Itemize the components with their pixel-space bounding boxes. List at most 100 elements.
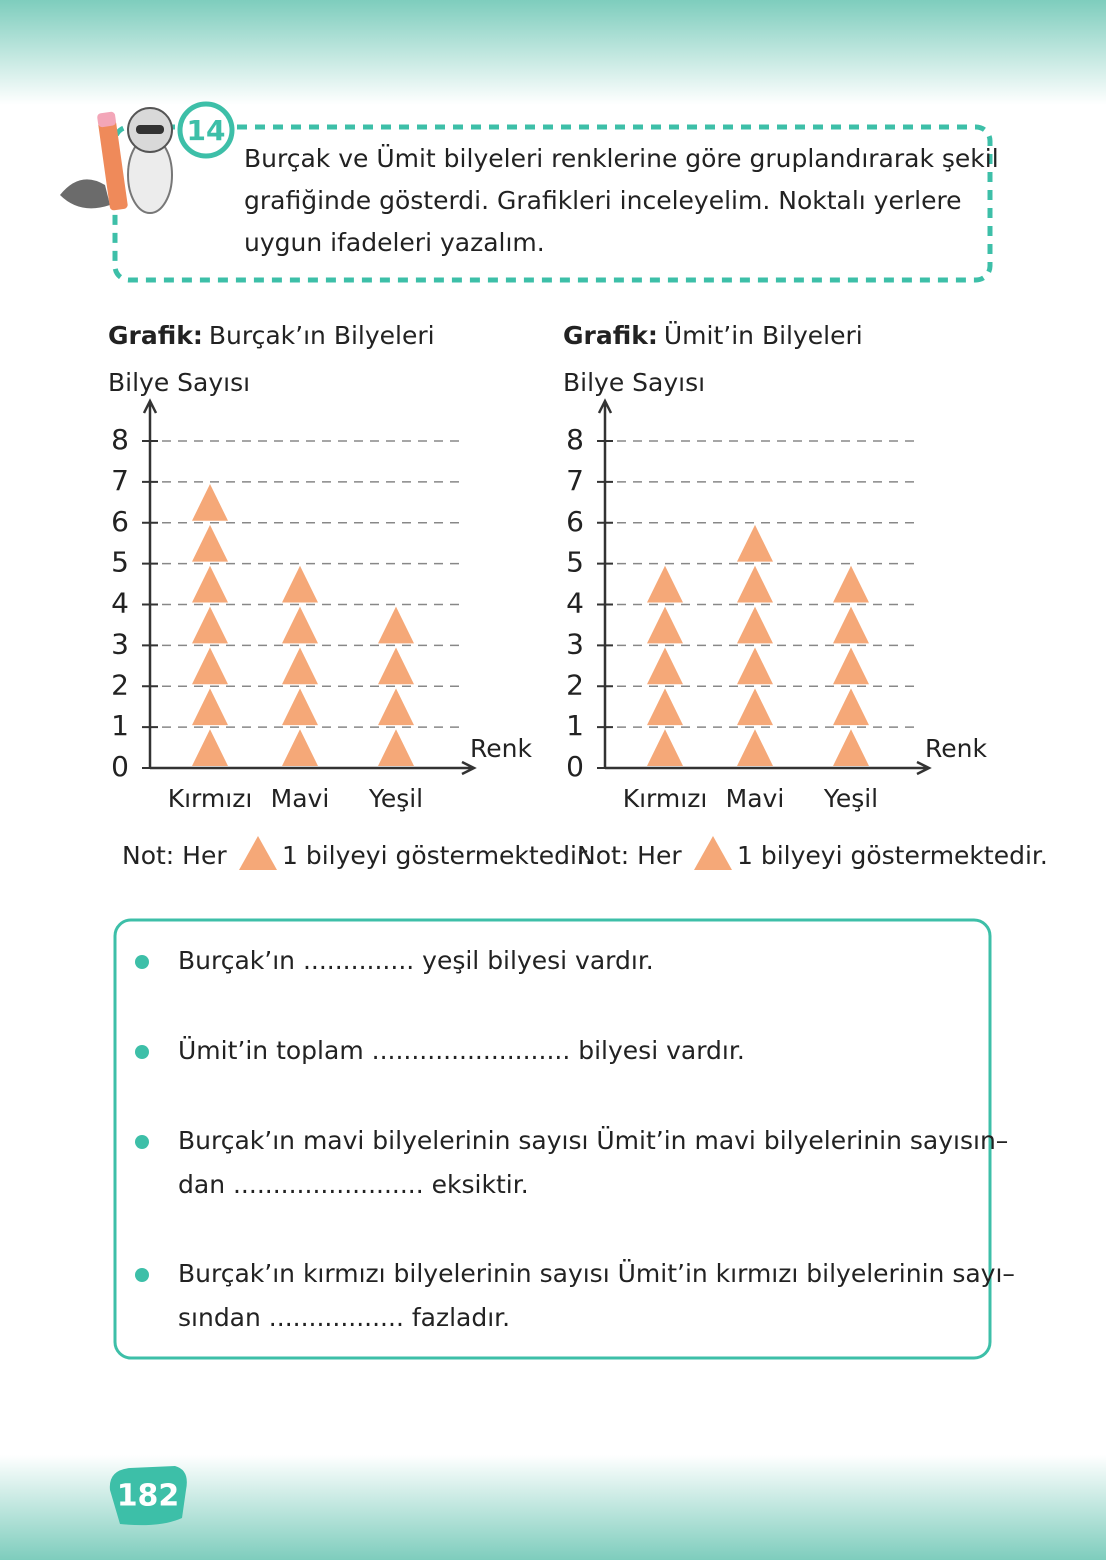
pictogram (833, 647, 869, 685)
y-axis-label: Bilye Sayısı (563, 368, 705, 397)
pictogram (282, 688, 318, 726)
pictogram (737, 688, 773, 726)
title-text: Burçak’ın Bilyeleri (209, 321, 435, 350)
y-tick-label: 8 (566, 423, 584, 456)
y-tick-label: 4 (566, 587, 584, 620)
pictogram-column (647, 565, 683, 766)
pictogram (192, 647, 228, 685)
header-band (0, 0, 1106, 105)
x-axis-label: Renk (925, 734, 987, 763)
title-text: Ümit’in Bilyeleri (664, 321, 863, 350)
y-tick-label: 3 (566, 627, 584, 660)
pictogram (282, 606, 318, 644)
note-suffix: 1 bilyeyi göstermektedir. (282, 841, 593, 870)
y-tick-label: 7 (566, 464, 584, 497)
pictogram (647, 688, 683, 726)
x-axis (605, 760, 932, 776)
y-tick-label: 5 (111, 546, 129, 579)
y-tick-label: 7 (111, 464, 129, 497)
x-tick-label: Kırmızı (623, 784, 708, 813)
question-line: sından ................. fazladır. (178, 1303, 510, 1332)
y-tick-label: 1 (111, 709, 129, 742)
pictogram-column (378, 606, 414, 766)
y-tick-label: 4 (111, 587, 129, 620)
instruction-line: uygun ifadeleri yazalım. (244, 228, 545, 257)
bullet (135, 955, 149, 969)
x-tick-label: Mavi (726, 784, 785, 813)
pictogram (282, 647, 318, 685)
pictogram-column (833, 565, 869, 766)
pictogram (192, 524, 228, 562)
note-prefix: Not: Her (577, 841, 682, 870)
question-line: Burçak’ın .............. yeşil bilyesi v… (178, 946, 654, 975)
pictogram-column (737, 524, 773, 766)
pictogram (833, 606, 869, 644)
y-tick-label: 0 (111, 750, 129, 783)
pictogram (192, 483, 228, 521)
pictogram (647, 606, 683, 644)
y-tick-label: 6 (111, 505, 129, 538)
pictogram (737, 729, 773, 766)
question-line: Ümit’in toplam .........................… (178, 1036, 745, 1065)
pictogram (282, 729, 318, 766)
note-suffix: 1 bilyeyi göstermektedir. (737, 841, 1048, 870)
question-number: 14 (187, 114, 226, 147)
y-tick-label: 8 (111, 423, 129, 456)
pictogram (192, 729, 228, 766)
x-axis (150, 760, 477, 776)
instruction-line: grafiğinde gösterdi. Grafikleri inceleye… (244, 186, 962, 215)
y-tick-label: 6 (566, 505, 584, 538)
question-line: dan ........................ eksiktir. (178, 1170, 529, 1199)
mascot (60, 107, 173, 214)
y-tick-label: 0 (566, 750, 584, 783)
pictogram (647, 647, 683, 685)
y-axis-label: Bilye Sayısı (108, 368, 250, 397)
pictogram (192, 688, 228, 726)
pictogram (378, 647, 414, 685)
x-tick-label: Kırmızı (168, 784, 253, 813)
question-line: Burçak’ın mavi bilyelerinin sayısı Ümit’… (178, 1126, 1008, 1155)
x-axis-label: Renk (470, 734, 532, 763)
pictogram (239, 836, 277, 870)
x-tick-label: Yeşil (823, 784, 878, 813)
pictogram-column (192, 483, 228, 766)
bullet (135, 1268, 149, 1282)
pictogram (378, 688, 414, 726)
title-prefix: Grafik: (563, 321, 658, 350)
title-prefix: Grafik: (108, 321, 203, 350)
pictogram (833, 729, 869, 766)
pictogram (192, 565, 228, 603)
bullet (135, 1135, 149, 1149)
pictogram (378, 606, 414, 644)
note-prefix: Not: Her (122, 841, 227, 870)
pictogram (378, 729, 414, 766)
y-tick-label: 1 (566, 709, 584, 742)
number-badge (177, 101, 235, 159)
pictogram (737, 606, 773, 644)
pictogram (192, 606, 228, 644)
pictogram (737, 647, 773, 685)
pictogram (282, 565, 318, 603)
instruction-line: Burçak ve Ümit bilyeleri renklerine göre… (244, 144, 999, 173)
y-axis (142, 398, 158, 768)
y-axis (597, 398, 613, 768)
y-tick-label: 5 (566, 546, 584, 579)
pictogram-column (282, 565, 318, 766)
pictogram (737, 524, 773, 562)
bullet (135, 1045, 149, 1059)
pictogram (833, 688, 869, 726)
pictogram (833, 565, 869, 603)
pictogram (647, 565, 683, 603)
question-line: Burçak’ın kırmızı bilyelerinin sayısı Üm… (178, 1259, 1015, 1288)
y-tick-label: 3 (111, 627, 129, 660)
pictogram (694, 836, 732, 870)
chart-title: Grafik: Burçak’ın Bilyeleri (108, 321, 435, 350)
pictogram (647, 729, 683, 766)
chart-title: Grafik: Ümit’in Bilyeleri (563, 321, 863, 350)
page-badge (109, 1466, 187, 1526)
y-tick-label: 2 (566, 668, 584, 701)
page-number: 182 (117, 1479, 180, 1514)
y-tick-label: 2 (111, 668, 129, 701)
